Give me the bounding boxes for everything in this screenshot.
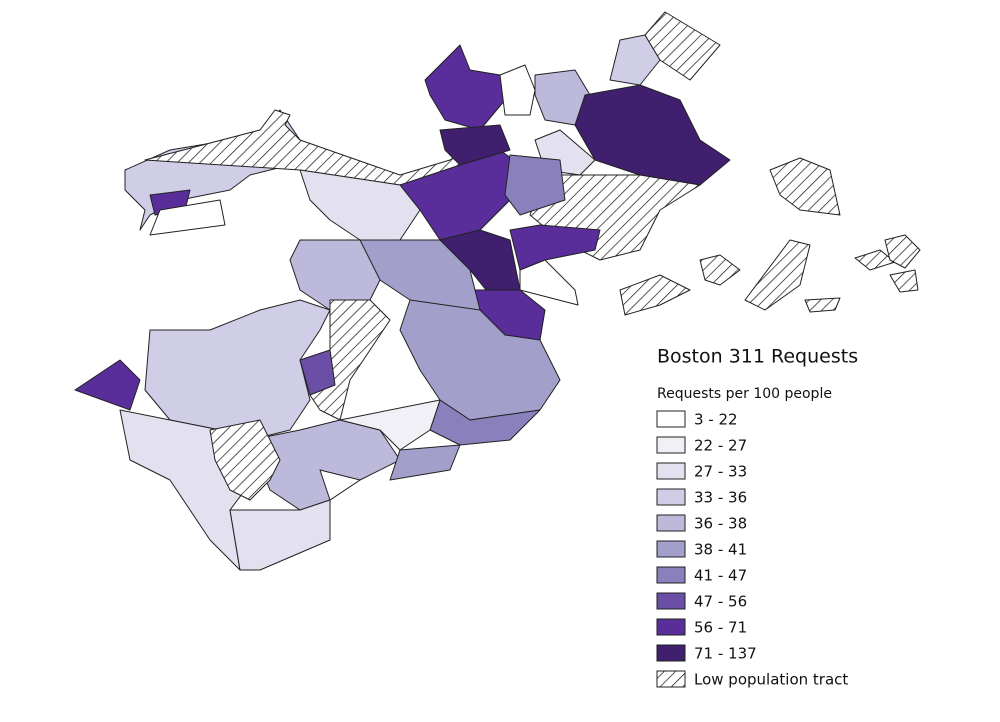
- tract: [574, 84, 731, 186]
- tract: [519, 259, 579, 306]
- tract: [609, 34, 661, 86]
- legend: Boston 311 Requests Requests per 100 peo…: [656, 346, 858, 689]
- tract: [144, 299, 331, 441]
- tract: [249, 419, 401, 511]
- legend-label: Low population tract: [694, 671, 848, 689]
- legend-swatch: [656, 462, 686, 480]
- legend-label: 38 - 41: [694, 541, 747, 559]
- legend-subtitle: Requests per 100 people: [657, 386, 832, 402]
- tract: [619, 274, 691, 316]
- legend-swatch: [656, 410, 686, 428]
- tract: [499, 64, 536, 116]
- tract: [424, 44, 506, 131]
- tract: [209, 419, 281, 501]
- legend-title: Boston 311 Requests: [657, 346, 858, 368]
- tracts: [74, 11, 921, 571]
- legend-swatch: [656, 540, 686, 558]
- tract: [339, 399, 441, 451]
- legend-swatch: [656, 436, 686, 454]
- legend-swatch: [656, 644, 686, 662]
- legend-swatch: [656, 514, 686, 532]
- tract: [439, 124, 511, 166]
- tract: [229, 499, 331, 571]
- tract: [299, 349, 336, 396]
- legend-swatch: [656, 592, 686, 610]
- legend-swatch: [656, 618, 686, 636]
- legend-label: 71 - 137: [694, 645, 757, 663]
- legend-swatch: [656, 670, 686, 688]
- tract: [644, 11, 721, 81]
- tract: [509, 224, 601, 271]
- legend-label: 33 - 36: [694, 489, 747, 507]
- tract: [389, 444, 461, 481]
- legend-label: 22 - 27: [694, 437, 747, 455]
- tract: [74, 359, 141, 411]
- tract: [319, 469, 361, 501]
- tract: [889, 269, 919, 293]
- legend-label: 27 - 33: [694, 463, 747, 481]
- tract: [149, 199, 226, 236]
- legend-swatch: [656, 566, 686, 584]
- tract: [504, 154, 566, 216]
- legend-label: 56 - 71: [694, 619, 747, 637]
- tract: [769, 157, 841, 216]
- tract: [699, 254, 741, 286]
- legend-label: 3 - 22: [694, 411, 738, 429]
- legend-swatch: [656, 488, 686, 506]
- legend-label: 41 - 47: [694, 567, 747, 585]
- tract: [804, 297, 841, 313]
- tract: [884, 234, 921, 269]
- tract: [744, 239, 811, 311]
- legend-label: 36 - 38: [694, 515, 747, 533]
- legend-label: 47 - 56: [694, 593, 747, 611]
